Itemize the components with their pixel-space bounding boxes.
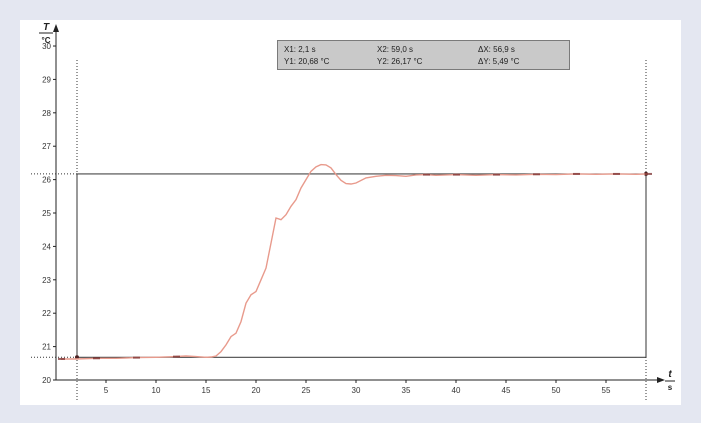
data-point-dash xyxy=(133,356,140,359)
x-tick-label: 45 xyxy=(502,386,511,395)
y-tick-label: 21 xyxy=(42,343,51,352)
data-point-dash xyxy=(493,173,500,176)
y-tick-label: 23 xyxy=(42,276,51,285)
readout-dx: ΔX: 56,9 s xyxy=(478,45,515,54)
x-tick-label: 25 xyxy=(302,386,311,395)
data-point-dash xyxy=(423,173,430,176)
measurement-cursors[interactable] xyxy=(31,60,648,402)
x-tick-label: 20 xyxy=(252,386,261,395)
series-layer xyxy=(58,163,652,360)
y-tick-label: 24 xyxy=(42,242,51,251)
cursor-readout-box: X1: 2,1 s X2: 59,0 s ΔX: 56,9 s Y1: 20,6… xyxy=(277,40,570,70)
x-tick-label: 40 xyxy=(452,386,461,395)
axes xyxy=(53,24,665,383)
x-tick-label: 35 xyxy=(402,386,411,395)
x-axis-arrow xyxy=(657,377,665,383)
y-tick-label: 20 xyxy=(42,376,51,385)
x-tick-label: 15 xyxy=(202,386,211,395)
readout-x2: X2: 59,0 s xyxy=(377,45,414,54)
y-tick-label: 22 xyxy=(42,309,51,318)
readout-x1: X1: 2,1 s xyxy=(284,45,316,54)
x-axis-label-top: t xyxy=(668,369,672,380)
data-point-dash xyxy=(173,355,180,358)
x-tick-label: 5 xyxy=(104,386,109,395)
chart-panel: 5 10 15 20 25 30 35 40 45 50 55 20 21 22 23 24 25 26 27 28 2… xyxy=(20,20,681,405)
y-axis-label-top: T xyxy=(43,22,50,33)
x-tick-label: 55 xyxy=(602,386,611,395)
y-axis-arrow xyxy=(53,24,59,32)
y-tick-label: 29 xyxy=(42,75,51,84)
x-tick-label: 50 xyxy=(552,386,561,395)
temperature-chart: 5 10 15 20 25 30 35 40 45 50 55 20 21 22 23 24 25 26 27 28 2… xyxy=(31,22,675,402)
axis-labels: 5 10 15 20 25 30 35 40 45 50 55 20 21 22 23 24 25 26 27 28 2… xyxy=(39,22,675,395)
y-tick-label: 25 xyxy=(42,209,51,218)
x-tick-label: 10 xyxy=(152,386,161,395)
y-tick-label: 26 xyxy=(42,176,51,185)
y-tick-label: 30 xyxy=(42,42,51,51)
readout-dy: ΔY: 5,49 °C xyxy=(478,57,520,66)
x-axis-label-bottom: s xyxy=(668,383,673,392)
x-tick-label: 30 xyxy=(352,386,361,395)
cursor-rectangle[interactable] xyxy=(76,173,647,358)
y-tick-label: 28 xyxy=(42,109,51,118)
readout-y1: Y1: 20,68 °C xyxy=(284,57,330,66)
data-point-dash xyxy=(533,173,540,176)
y-axis-label-bottom: °C xyxy=(42,36,51,45)
data-point-dash xyxy=(573,172,580,175)
data-point-dash xyxy=(645,172,652,175)
temperature-series-line xyxy=(61,163,649,360)
data-point-dash xyxy=(93,357,100,360)
y-tick-label: 27 xyxy=(42,142,51,151)
data-point-dash xyxy=(58,357,65,360)
data-point-dash xyxy=(613,172,620,175)
data-point-dash xyxy=(453,173,460,176)
readout-y2: Y2: 26,17 °C xyxy=(377,57,423,66)
